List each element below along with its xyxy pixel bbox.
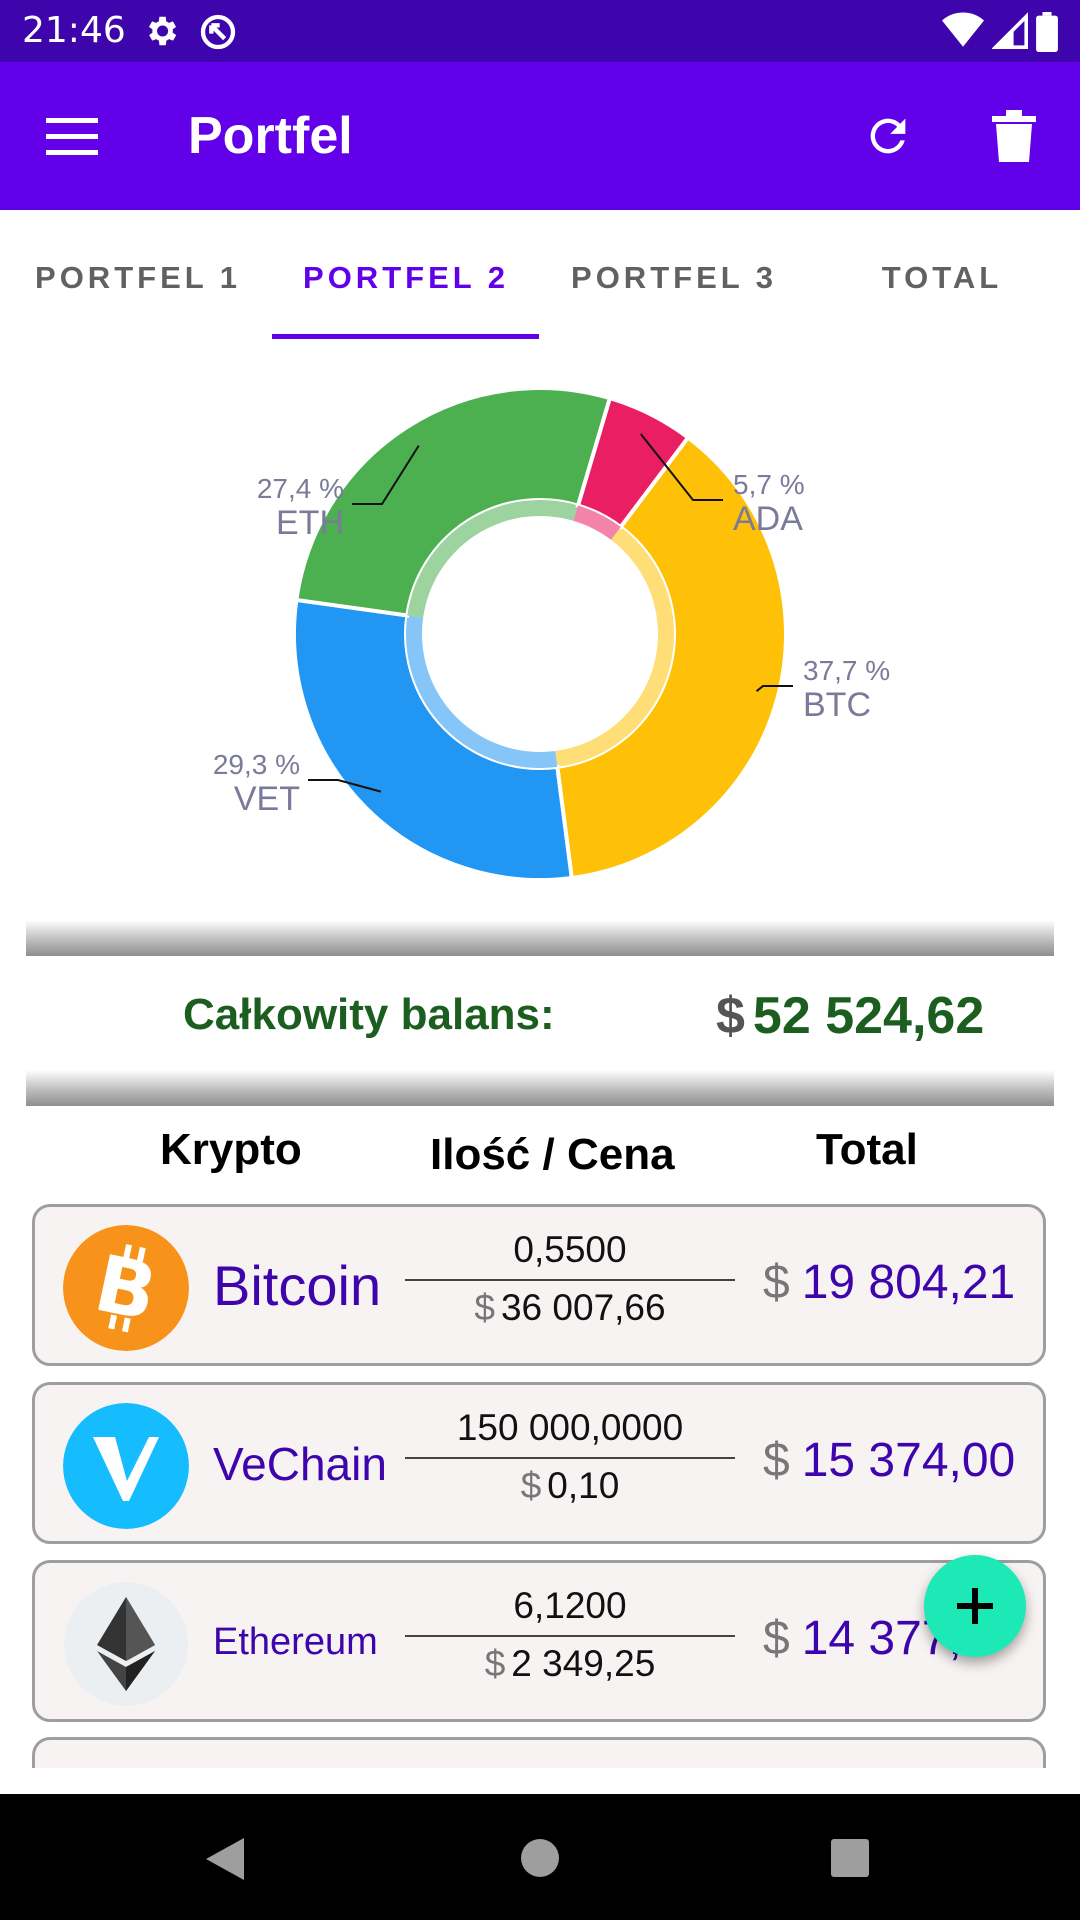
tab-portfel-2[interactable]: PORTFEL 2 — [303, 260, 509, 295]
slice-percent-eth: 27,4 % — [257, 473, 344, 504]
slice-vet[interactable] — [292, 597, 574, 882]
slice-label-btc: BTC — [803, 686, 871, 724]
back-icon[interactable] — [204, 1836, 246, 1882]
recents-icon[interactable] — [830, 1838, 870, 1878]
signal-icon — [992, 12, 1028, 49]
leader-line-btc — [755, 685, 793, 692]
balance-amount: 52 524,62 — [752, 987, 985, 1045]
portfolio-chart: 37,7 % BTC 29,3 % VET 27,4 % ETH 5,7 % ADA — [0, 340, 1080, 920]
settings-icon — [148, 16, 177, 46]
coin-total: $19 804,21 — [763, 1255, 1015, 1310]
status-bar: 21:46 — [0, 0, 1080, 62]
coin-price: $2 349,25 — [405, 1643, 735, 1685]
list-bottom-edge — [0, 1768, 1080, 1794]
price-value: 2 349,25 — [511, 1643, 656, 1684]
slice-ada[interactable] — [575, 395, 691, 530]
slice-percent-ada: 5,7 % — [733, 469, 805, 500]
price-currency: $ — [520, 1465, 542, 1506]
ethereum-icon — [64, 1582, 188, 1706]
refresh-icon[interactable] — [862, 110, 914, 162]
coin-total: $15 374,00 — [763, 1433, 1015, 1488]
vechain-icon — [63, 1403, 189, 1529]
slice-label-eth: ETH — [276, 504, 344, 542]
app-bar: Portfel — [0, 62, 1080, 210]
status-time: 21:46 — [22, 10, 126, 51]
leader-line-vet — [308, 779, 382, 793]
navigation-bar — [0, 1794, 1080, 1920]
price-currency: $ — [474, 1287, 495, 1328]
slice-label-vet: VET — [234, 780, 300, 818]
coin-quantity: 6,1200 — [513, 1585, 627, 1626]
slice-inner-ring-eth — [407, 500, 579, 618]
price-value: 36 007,66 — [500, 1287, 666, 1328]
tab-total[interactable]: TOTAL — [881, 260, 1003, 295]
total-value: 15 374,00 — [801, 1434, 1016, 1487]
home-icon[interactable] — [520, 1838, 560, 1878]
price-currency: $ — [484, 1643, 506, 1684]
wifi-icon — [942, 12, 984, 47]
tab-portfel-3[interactable]: PORTFEL 3 — [571, 260, 777, 295]
header-qty-price: Ilość / Cena — [430, 1130, 675, 1179]
total-value: 19 804,21 — [801, 1256, 1016, 1309]
total-currency: $ — [763, 1256, 790, 1309]
balance-value: $52 524,62 — [716, 986, 984, 1046]
qty-price-divider — [405, 1635, 735, 1637]
coin-total: $14 377, — [763, 1611, 962, 1666]
menu-icon[interactable] — [46, 116, 98, 156]
coin-name: Ethereum — [213, 1621, 378, 1663]
qty-price-divider — [405, 1457, 735, 1459]
slice-label-ada: ADA — [733, 500, 803, 538]
coin-name: VeChain — [213, 1438, 387, 1490]
add-coin-button[interactable] — [924, 1555, 1026, 1657]
balance-currency: $ — [716, 987, 745, 1045]
coin-quantity: 0,5500 — [513, 1229, 627, 1270]
page-title: Portfel — [188, 107, 353, 165]
coin-card-ethereum[interactable]: Ethereum 6,1200 $2 349,25 $14 377, — [32, 1560, 1046, 1722]
slice-inner-ring-btc — [555, 526, 674, 767]
delete-icon[interactable] — [990, 108, 1038, 164]
separator-shadow-bottom — [26, 1070, 1054, 1106]
coin-price: $0,10 — [405, 1465, 735, 1507]
plus-icon — [957, 1588, 993, 1624]
qty-price-divider — [405, 1279, 735, 1281]
tab-indicator — [272, 334, 539, 339]
slice-percent-vet: 29,3 % — [213, 749, 300, 780]
bitcoin-icon: B — [63, 1225, 189, 1351]
tab-portfel-1[interactable]: PORTFEL 1 — [35, 260, 241, 295]
coin-price: $36 007,66 — [405, 1287, 735, 1329]
price-value: 0,10 — [547, 1465, 620, 1506]
total-balance: Całkowity balans: $52 524,62 — [26, 956, 1054, 1070]
header-total: Total — [816, 1125, 918, 1174]
portfolio-tabs: PORTFEL 1 PORTFEL 2 PORTFEL 3 TOTAL — [0, 210, 1080, 340]
slice-percent-btc: 37,7 % — [803, 655, 890, 686]
separator-shadow-top — [26, 920, 1054, 956]
coin-quantity: 150 000,0000 — [456, 1407, 684, 1448]
donut-chart: 37,7 %BTC 29,3 %VET 27,4 %ETH 5,7 %ADA — [213, 386, 890, 882]
slice-inner-ring-vet — [406, 615, 558, 768]
coin-name: Bitcoin — [213, 1254, 382, 1317]
balance-label: Całkowity balans: — [183, 990, 555, 1039]
total-currency: $ — [763, 1612, 790, 1665]
battery-icon — [1036, 12, 1058, 52]
data-saver-icon — [200, 14, 236, 50]
coin-card-vechain[interactable]: VeChain 150 000,0000 $0,10 $15 374,00 — [32, 1382, 1046, 1544]
leader-line-ada — [640, 433, 723, 501]
header-crypto: Krypto — [160, 1125, 302, 1174]
total-currency: $ — [763, 1434, 790, 1487]
coin-card-bitcoin[interactable]: B Bitcoin 0,5500 $36 007,66 $19 804,21 — [32, 1204, 1046, 1366]
leader-line-eth — [352, 445, 420, 505]
slice-inner-ring-ada — [573, 505, 621, 540]
